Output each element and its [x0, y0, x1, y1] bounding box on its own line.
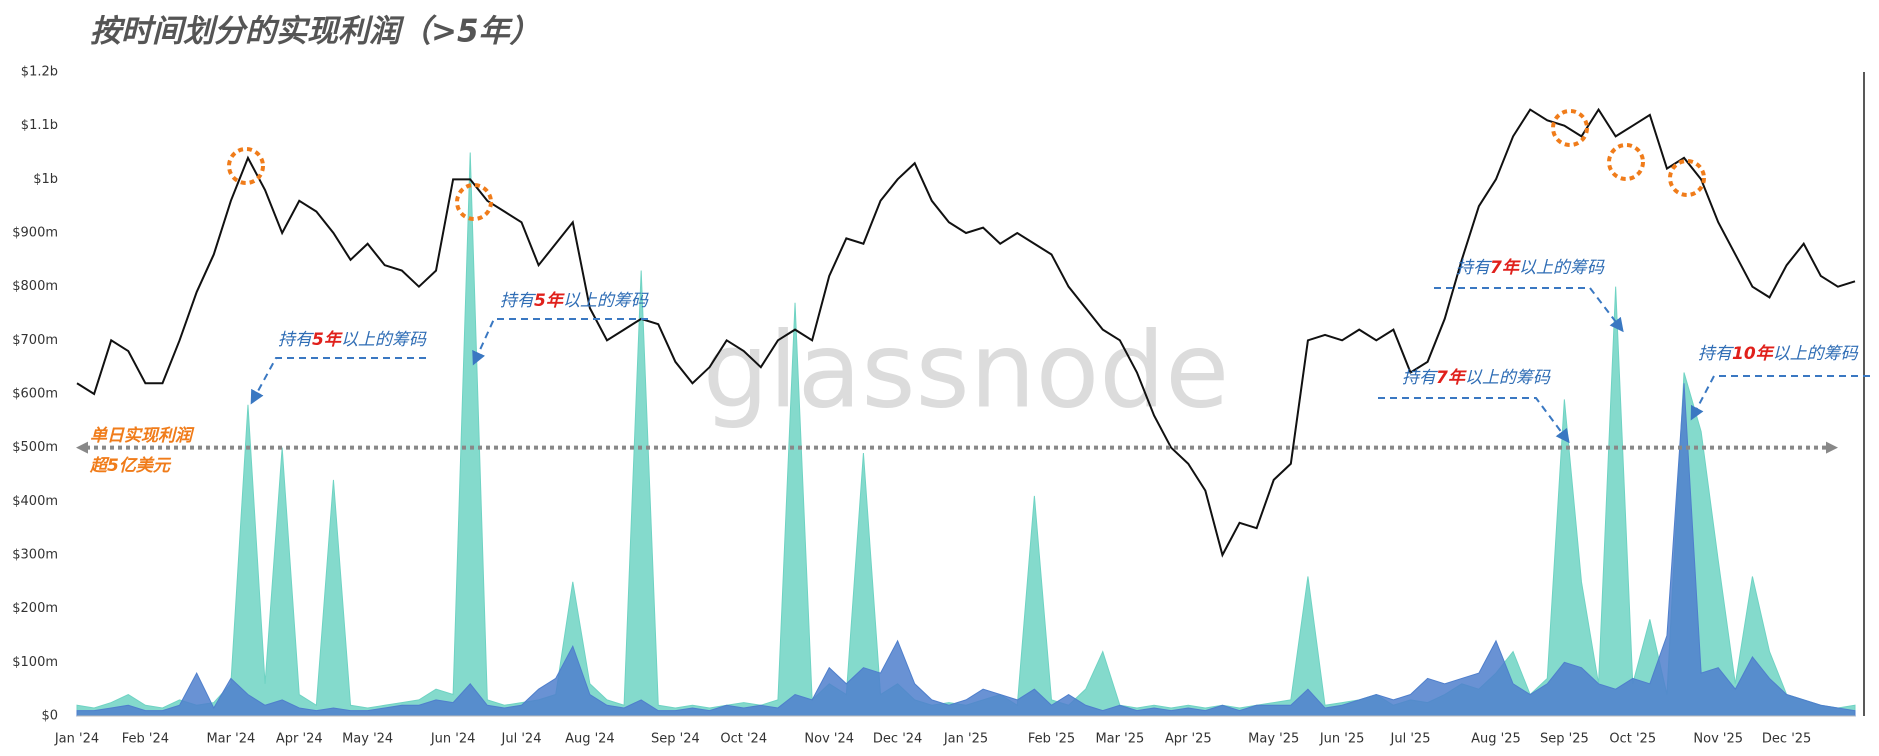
annotation-part: 持有	[1402, 368, 1438, 388]
x-tick-label: May '25	[1248, 732, 1299, 747]
x-tick-label: Oct '25	[1609, 732, 1656, 747]
x-tick-label: Dec '24	[873, 732, 922, 747]
annotation-part: 7年	[1436, 368, 1467, 388]
annotation-part: 持有	[1456, 258, 1492, 278]
annotation-part: 以上的筹码	[1465, 368, 1551, 388]
x-tick-label: Nov '24	[804, 732, 854, 747]
x-tick-label: Jun '25	[1319, 732, 1365, 747]
highlight-circle	[1551, 109, 1589, 147]
chart-title: 按时间划分的实现利润（>5年）	[90, 14, 541, 50]
annotation-part: 7年	[1490, 258, 1521, 278]
highlight-circle	[227, 147, 265, 185]
x-tick-label: Aug '24	[565, 732, 615, 747]
x-tick-label: Sep '25	[1540, 732, 1589, 747]
y-tick-label: $800m	[12, 279, 58, 294]
x-tick-label: Mar '25	[1095, 732, 1144, 747]
annotation: 持有5年以上的筹码	[278, 330, 427, 350]
y-tick-label: $600m	[12, 387, 58, 402]
threshold-label: 单日实现利润	[90, 426, 195, 446]
x-tick-label: Feb '25	[1028, 732, 1075, 747]
annotation-arrow	[1434, 287, 1624, 333]
annotation-arrow	[250, 357, 426, 405]
annotation-arrow	[1690, 375, 1870, 421]
annotation-part: 10年	[1732, 344, 1775, 364]
y-tick-label: $1.2b	[21, 65, 58, 80]
annotation-arrow	[472, 318, 648, 366]
x-tick-label: Jul '24	[501, 732, 542, 747]
highlight-circle	[455, 183, 493, 221]
y-tick-label: $1b	[33, 172, 58, 187]
area	[76, 383, 1856, 717]
annotation-part: 持有	[278, 330, 314, 350]
arrow-head	[1826, 441, 1838, 454]
price-line	[76, 107, 1856, 558]
area	[76, 152, 1856, 717]
y-tick-label: $100m	[12, 655, 58, 670]
x-tick-label: Mar '24	[206, 732, 255, 747]
y-tick-label: $0	[41, 709, 58, 724]
watermark: glassnode	[703, 309, 1230, 431]
highlight-circle	[1668, 159, 1706, 197]
annotation: 持有7年以上的筹码	[1402, 368, 1551, 388]
y-tick-label: $700m	[12, 333, 58, 348]
annotation-part: 以上的筹码	[341, 330, 427, 350]
x-tick-label: Jan '24	[54, 732, 99, 747]
y-tick-label: $1.1b	[21, 118, 58, 133]
threshold-label: 超5亿美元	[89, 456, 172, 476]
x-tick-label: Apr '24	[276, 732, 323, 747]
arrow-head	[76, 441, 88, 454]
x-tick-label: Jul '25	[1390, 732, 1431, 747]
x-tick-label: Apr '25	[1165, 732, 1212, 747]
x-tick-label: Feb '24	[122, 732, 169, 747]
annotation-part: 持有	[1698, 344, 1734, 364]
annotation: 持有10年以上的筹码	[1698, 344, 1859, 364]
annotation-part: 以上的筹码	[563, 291, 649, 311]
x-tick-label: Nov '25	[1693, 732, 1743, 747]
y-tick-label: $300m	[12, 548, 58, 563]
x-tick-label: Jan '25	[943, 732, 988, 747]
x-tick-label: May '24	[342, 732, 393, 747]
annotation: 持有5年以上的筹码	[500, 291, 649, 311]
annotation-arrow	[1378, 397, 1570, 444]
highlight-circle	[1607, 143, 1645, 181]
annotation-part: 5年	[534, 291, 565, 311]
y-tick-label: $500m	[12, 440, 58, 455]
annotation-part: 以上的筹码	[1773, 344, 1859, 364]
y-tick-label: $200m	[12, 601, 58, 616]
annotation-part: 以上的筹码	[1519, 258, 1605, 278]
y-tick-label: $900m	[12, 226, 58, 241]
x-tick-label: Oct '24	[720, 732, 767, 747]
annotation-part: 持有	[500, 291, 536, 311]
annotation-part: 5年	[312, 330, 343, 350]
x-tick-label: Jun '24	[430, 732, 476, 747]
annotation: 持有7年以上的筹码	[1456, 258, 1605, 278]
x-tick-label: Aug '25	[1471, 732, 1521, 747]
x-tick-label: Sep '24	[651, 732, 700, 747]
y-tick-label: $400m	[12, 494, 58, 509]
x-tick-label: Dec '25	[1762, 732, 1811, 747]
